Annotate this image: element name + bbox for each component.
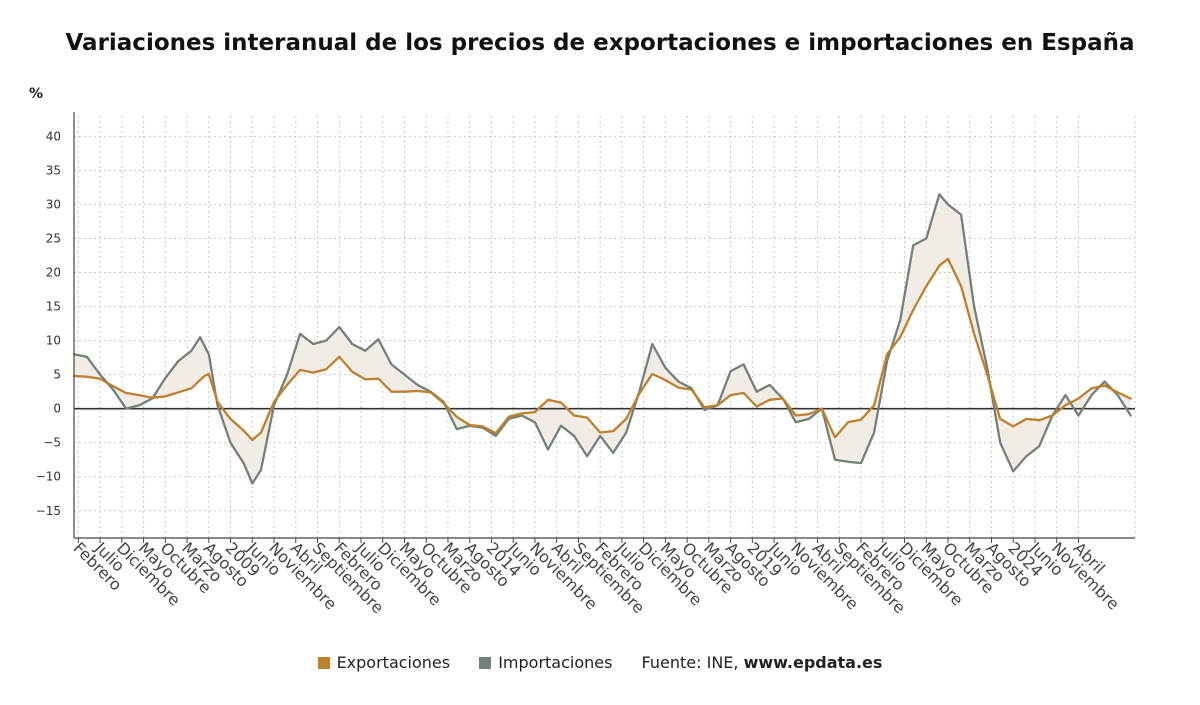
legend-label-imports: Importaciones <box>498 653 613 672</box>
source-credit: Fuente: INE, www.epdata.es <box>642 653 883 672</box>
y-tick-label: 10 <box>46 334 61 348</box>
y-tick-label: 20 <box>46 266 61 280</box>
series-lines <box>72 193 1132 485</box>
chart-title: Variaciones interanual de los precios de… <box>65 30 1135 56</box>
x-tick-labels: FebreroJulioDiciembreMayoOctubreMarzoAgo… <box>70 538 1124 618</box>
y-axis-unit: % <box>29 86 44 102</box>
legend-label-exports: Exportaciones <box>336 653 451 672</box>
series-line-imports <box>72 193 1132 485</box>
area-fill <box>74 194 1131 484</box>
line-chart: 40 35 30 25 20 15 10 5 0 −5 −10 −15 FebreroJulioDic… <box>36 112 1136 618</box>
legend-item-imports: Importaciones <box>479 653 612 672</box>
legend-swatch-imports <box>479 657 492 669</box>
y-tick-label: 40 <box>46 129 61 143</box>
axes <box>73 112 1135 543</box>
y-tick-label: 30 <box>46 197 61 211</box>
y-tick-labels: 40 35 30 25 20 15 10 5 0 −5 −10 −15 <box>36 129 61 517</box>
legend-swatch-exports <box>317 657 330 669</box>
y-tick-label: 25 <box>46 232 61 246</box>
source-prefix: Fuente: INE, <box>641 653 739 672</box>
y-tick-label: 15 <box>46 300 61 314</box>
series-line-exports <box>72 257 1132 442</box>
y-tick-label: 35 <box>46 163 61 177</box>
source-domain: www.epdata.es <box>743 653 883 672</box>
y-tick-label: 5 <box>53 368 61 382</box>
y-tick-label: −10 <box>36 470 61 484</box>
y-tick-label: 0 <box>53 402 61 416</box>
area-between-series <box>74 194 1131 484</box>
legend-item-exports: Exportaciones <box>317 653 451 672</box>
legend: Exportaciones Importaciones Fuente: INE,… <box>0 652 1200 672</box>
y-tick-label: −5 <box>43 436 61 450</box>
y-tick-label: −15 <box>36 504 61 518</box>
